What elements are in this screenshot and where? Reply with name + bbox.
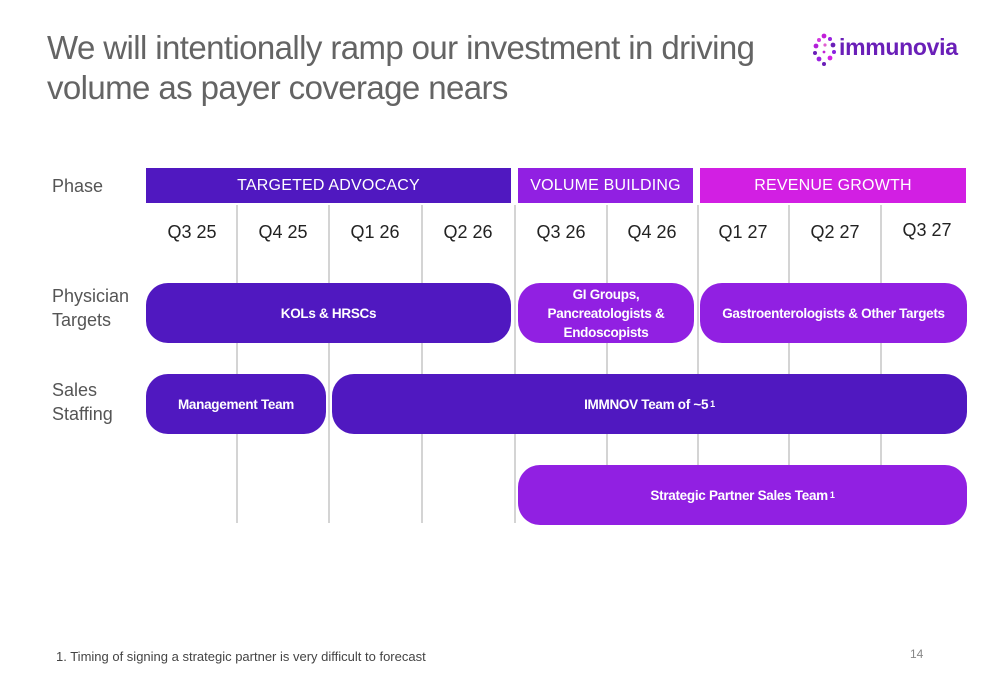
grid-line [697,205,699,523]
pill-gi-groups: GI Groups, Pancreatologists & Endoscopis… [518,283,694,343]
grid-line [788,205,790,523]
grid-line [421,205,423,523]
quarter-label: Q1 26 [350,222,400,242]
pill-label: KOLs & HRSCs [280,305,377,321]
pill-immnov-team: IMMNOV Team of ~5 1 [332,374,967,434]
phase-label: REVENUE GROWTH [754,176,912,194]
phase-label: VOLUME BUILDING [530,176,681,194]
phase-volume-building: VOLUME BUILDING [518,168,693,203]
row-label-physician-targets: Physician Targets [52,286,130,330]
quarter-label: Q3 25 [167,222,217,242]
pill-management-team: Management Team [146,374,326,434]
quarter-label: Q2 26 [443,222,493,242]
footnote: 1. Timing of signing a strategic partner… [56,649,426,664]
row-label-sales-staffing: Sales Staffing [52,380,113,424]
quarter-label: Q4 25 [258,222,308,242]
grid-line [514,205,516,523]
quarter-label: Q1 27 [718,222,768,242]
phase-label: TARGETED ADVOCACY [237,176,420,194]
grid-line [606,205,608,523]
page-number: 14 [910,647,924,661]
logo-wordmark: immunovia [839,34,958,60]
pill-label: Gastroenterologists & Other Targets [722,305,945,321]
grid-line [328,205,330,523]
immunovia-logo: immunovia [812,30,958,70]
pill-strategic-partner: Strategic Partner Sales Team 1 [518,465,967,525]
logo-mark-icon [813,33,836,66]
pill-label: GI Groups, Pancreatologists & Endoscopis… [547,286,665,340]
row-label-phase: Phase [52,176,104,196]
pill-label: IMMNOV Team of ~5 [584,396,709,412]
pill-gastroenterologists: Gastroenterologists & Other Targets [700,283,967,343]
pill-kols-hrscs: KOLs & HRSCs [146,283,511,343]
phase-targeted-advocacy: TARGETED ADVOCACY [146,168,511,203]
pill-label: Management Team [177,396,295,412]
quarter-label: Q2 27 [810,222,860,242]
grid-line [236,205,238,523]
phase-revenue-growth: REVENUE GROWTH [700,168,966,203]
pill-label: Strategic Partner Sales Team [650,487,828,503]
page-title: We will intentionally ramp our investmen… [47,29,755,106]
grid-line [880,205,882,523]
quarter-label: Q3 27 [902,220,952,240]
quarter-label: Q3 26 [536,222,586,242]
quarter-label: Q4 26 [627,222,677,242]
